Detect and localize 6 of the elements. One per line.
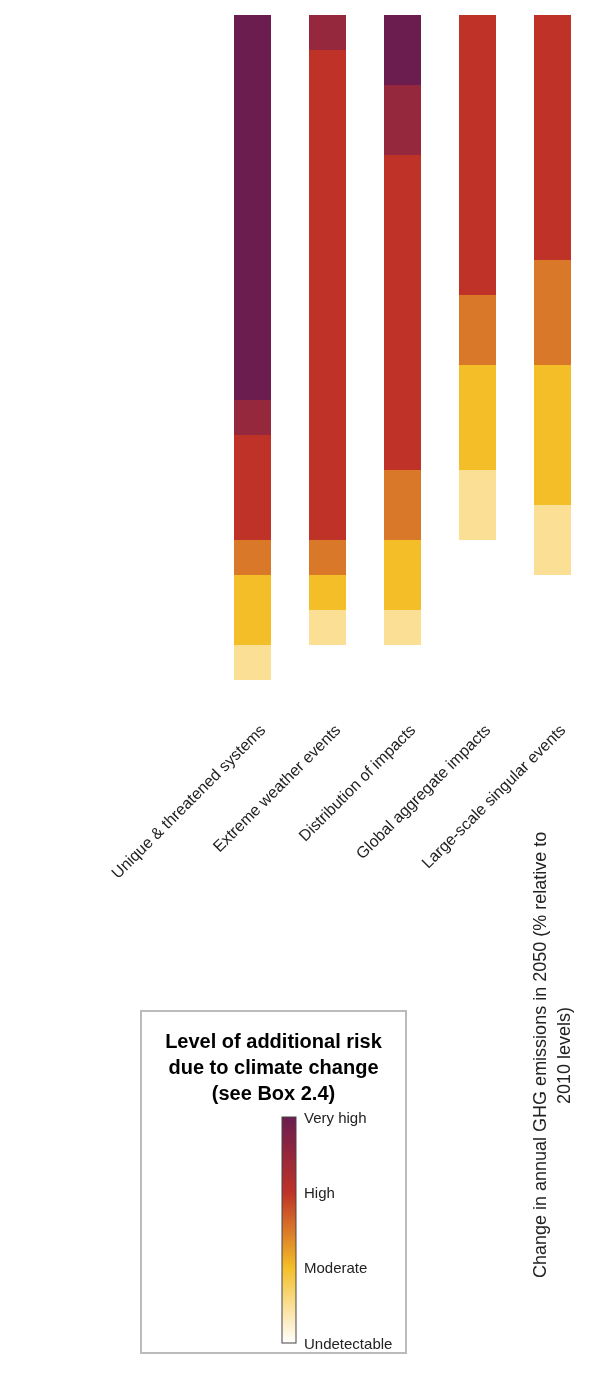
color-bar-label: Moderate	[304, 1259, 368, 1277]
color-bar-label: High	[304, 1183, 335, 1201]
color-bar-title: Level of additional risk due to climate change (see Box 2.4)	[164, 1029, 383, 1106]
color-bar-label: Very high	[304, 1108, 367, 1126]
color-bar-label: Undetectable	[304, 1334, 393, 1352]
text: Change in annual GHG emissions in 2050 (% relative to 2010 levels)	[529, 830, 575, 1281]
